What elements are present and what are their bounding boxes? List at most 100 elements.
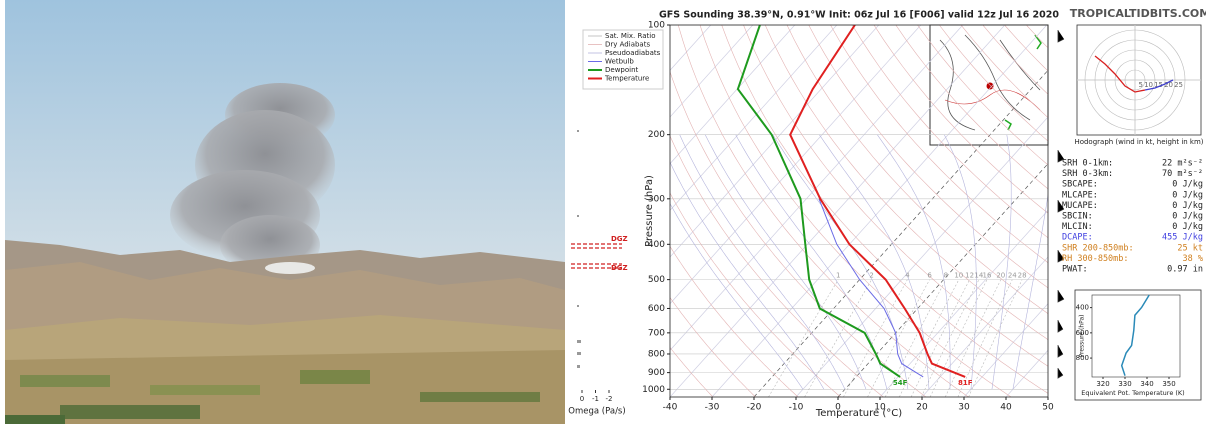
hodograph-title: Hodograph (wind in kt, height in km)	[1074, 138, 1203, 146]
mixing-ratio-line	[921, 279, 980, 397]
y-tick-label: 200	[648, 130, 665, 140]
parameter-label: RH 300-850mb:	[1062, 254, 1129, 264]
hodograph-ring-label: 25	[1174, 81, 1183, 89]
legend-label: Pseudoadiabats	[605, 49, 661, 57]
mixing-ratio-label: 24	[1008, 272, 1017, 280]
hodograph-ring	[1114, 59, 1156, 101]
x-tick-label: 320	[1096, 380, 1109, 388]
grid-line	[921, 256, 1048, 397]
hodograph-ring	[1084, 29, 1186, 131]
y-tick-label: 300	[648, 194, 665, 204]
legend-label: Temperature	[604, 75, 649, 83]
mixing-ratio-label: 12	[965, 272, 974, 280]
x-tick-label: 10	[874, 403, 886, 413]
isotherm	[670, 25, 754, 118]
mixing-ratio-line	[910, 279, 970, 397]
mixing-ratio-label: 8	[944, 272, 948, 280]
pseudoadiabat	[679, 134, 846, 390]
dry-adiabat	[743, 25, 1048, 367]
parameter-value: 22 m²s⁻²	[1162, 159, 1203, 169]
photo	[5, 0, 565, 424]
mixing-ratio-label: 1	[836, 272, 840, 280]
parameter-value: 0 J/kg	[1172, 190, 1203, 200]
isotherm	[670, 25, 964, 351]
y-tick-label: 700	[648, 328, 665, 338]
parameter-label: MLCIN:	[1062, 222, 1093, 232]
mixing-ratio-line	[957, 279, 1013, 397]
hodograph-ring	[1124, 69, 1146, 91]
profile-line	[818, 198, 924, 378]
grid-line	[711, 25, 1048, 397]
y-tick-label: 600	[648, 304, 665, 314]
theta-e-line	[1120, 294, 1150, 376]
wind-barbs	[1057, 30, 1065, 379]
grid-line	[795, 116, 1048, 397]
legend-label: Dry Adiabats	[605, 41, 650, 49]
plot-area	[670, 25, 1048, 397]
dry-adiabat	[873, 25, 1048, 214]
x-tick-label: 40	[1000, 403, 1012, 413]
dry-adiabat	[764, 25, 1048, 341]
y-tick-label: 400	[1076, 304, 1089, 312]
inset-frame	[1074, 289, 1202, 401]
x-axis-label: Temperature (°C)	[815, 408, 902, 419]
y-axis-label: Pressure (hPa)	[644, 175, 655, 247]
mixing-ratio-line	[884, 279, 947, 397]
parameter-label: MLCAPE:	[1062, 190, 1098, 200]
grid-line	[879, 209, 1048, 397]
x-tick-label: -10	[789, 403, 804, 413]
surface-label: 54F	[893, 379, 908, 387]
y-tick-label: 800	[648, 349, 665, 359]
y-tick-label: 800	[1076, 354, 1089, 362]
hodograph-ring	[1104, 49, 1166, 111]
pseudoadiabat	[944, 134, 977, 390]
omega-axis-label: Omega (Pa/s)	[568, 407, 625, 417]
y-tick-label: 400	[648, 240, 665, 250]
parameter-label: SRH 0-1km:	[1062, 159, 1113, 169]
pseudoadiabat	[704, 134, 867, 390]
pseudoadiabat	[819, 134, 930, 390]
parameter-label: MUCAPE:	[1062, 201, 1098, 211]
y-tick-label: 100	[648, 21, 665, 31]
parameter-value: 0 J/kg	[1172, 222, 1203, 232]
x-tick-label: 50	[1042, 403, 1054, 413]
mixing-ratio-label: 16	[983, 272, 992, 280]
mixing-ratio-line	[804, 279, 872, 397]
y-tick-label: 600	[1076, 329, 1089, 337]
dry-adiabat	[830, 25, 1048, 264]
hodograph-ring-label: 5	[1139, 81, 1143, 89]
x-tick-label: 20	[916, 403, 928, 413]
hodograph-ring-label: 10	[1144, 81, 1153, 89]
mixing-ratio-line	[899, 279, 960, 397]
dry-adiabat	[721, 25, 1048, 394]
dry-adiabat	[670, 245, 799, 397]
mixing-ratio-line	[768, 279, 839, 397]
dry-adiabat	[670, 297, 756, 397]
inset-axes	[1091, 294, 1181, 378]
pseudoadiabat	[772, 134, 909, 390]
mixing-ratio-label: 28	[1018, 272, 1027, 280]
legend-label: Sat. Mix. Ratio	[605, 32, 655, 40]
parameter-value: 0.97 in	[1167, 265, 1203, 275]
parameter-value: 455 J/kg	[1162, 233, 1203, 243]
hodograph-line	[1094, 55, 1146, 93]
mixing-ratio-label: 2	[869, 272, 873, 280]
surface-label: 81F	[958, 379, 973, 387]
isotherm	[670, 25, 838, 211]
isotherm	[670, 25, 880, 258]
parameter-label: SHR 200-850mb:	[1062, 243, 1134, 253]
x-tick-label: 30	[958, 403, 970, 413]
mixing-ratio-line	[843, 279, 908, 397]
parameter-value: 0 J/kg	[1172, 212, 1203, 222]
x-tick-label: 0	[835, 403, 841, 413]
parameter-label: SBCIN:	[1062, 212, 1093, 222]
dry-adiabat	[670, 346, 714, 397]
grid-line	[670, 25, 1006, 397]
pseudoadiabat	[735, 134, 888, 390]
y-tick-label: 1000	[642, 385, 665, 395]
omega-dots	[577, 130, 581, 368]
mixing-ratio-label: 14	[974, 272, 983, 280]
parameter-label: DCAPE:	[1062, 233, 1093, 243]
site-name: TROPICALTIDBITS.COM	[1070, 7, 1206, 20]
